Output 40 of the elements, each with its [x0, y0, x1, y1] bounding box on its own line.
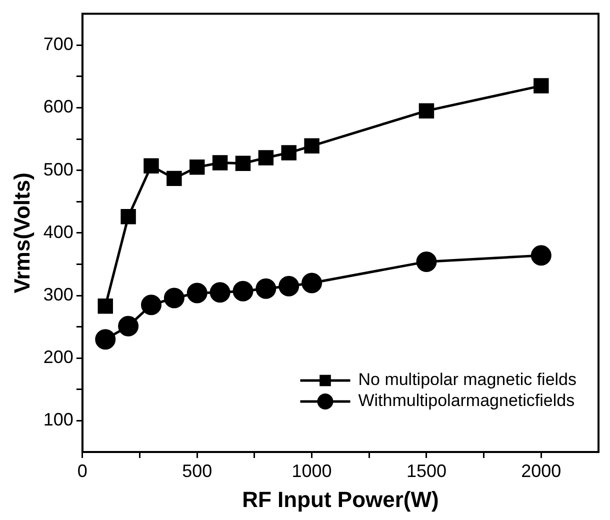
- point: [144, 158, 159, 174]
- y-tick-label: 500: [43, 159, 74, 180]
- point: [534, 78, 549, 94]
- point: [278, 276, 300, 296]
- y-tick-label: 600: [43, 96, 74, 117]
- point: [304, 138, 320, 154]
- point: [281, 145, 296, 160]
- x-tick-label: 500: [182, 460, 212, 481]
- legend-label: Withmultipolarmagneticfields: [358, 391, 575, 410]
- point: [210, 282, 230, 303]
- point: [120, 209, 136, 224]
- legend-label: No multipolar magnetic fields: [358, 370, 577, 390]
- point: [118, 316, 139, 336]
- point: [418, 103, 434, 118]
- y-axis-title: Vrms(Volts): [9, 172, 34, 294]
- point: [98, 298, 113, 314]
- y-tick-label: 400: [43, 222, 74, 242]
- x-tick-label: 1500: [406, 460, 446, 481]
- x-axis-title: RF Input Power(W): [242, 486, 439, 512]
- y-tick-label: 700: [43, 34, 74, 54]
- point: [302, 272, 322, 294]
- point: [416, 251, 437, 272]
- point: [166, 170, 182, 186]
- point: [530, 245, 552, 266]
- point: [258, 150, 274, 166]
- point: [190, 160, 205, 175]
- x-tick-label: 0: [77, 460, 88, 481]
- y-tick-label: 300: [43, 284, 74, 304]
- x-tick-label: 1000: [292, 460, 332, 481]
- point: [235, 156, 251, 172]
- x-tick-label: 2000: [521, 460, 562, 481]
- point: [256, 278, 276, 299]
- point: [232, 280, 254, 302]
- point: [186, 282, 208, 304]
- point: [140, 294, 162, 316]
- y-tick-label: 200: [43, 347, 74, 368]
- y-tick-label: 100: [43, 410, 74, 430]
- point: [95, 329, 116, 350]
- point: [212, 155, 228, 170]
- point: [164, 288, 184, 308]
